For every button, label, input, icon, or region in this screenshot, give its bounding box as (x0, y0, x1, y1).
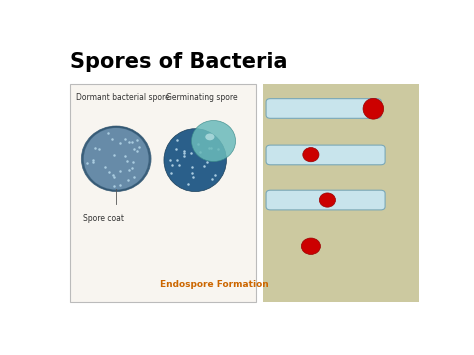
FancyBboxPatch shape (70, 84, 256, 302)
Ellipse shape (319, 193, 336, 207)
Ellipse shape (82, 126, 151, 192)
Ellipse shape (205, 133, 214, 140)
Text: Dormant bacterial spore: Dormant bacterial spore (76, 93, 170, 102)
Text: Endospore Formation: Endospore Formation (160, 280, 269, 289)
Ellipse shape (363, 98, 383, 119)
Text: Spores of Bacteria: Spores of Bacteria (70, 52, 288, 72)
Ellipse shape (191, 120, 236, 162)
FancyBboxPatch shape (266, 145, 385, 165)
FancyBboxPatch shape (266, 99, 382, 118)
Ellipse shape (303, 148, 319, 162)
FancyBboxPatch shape (263, 84, 419, 302)
Text: Germinating spore: Germinating spore (166, 93, 237, 102)
FancyBboxPatch shape (266, 190, 385, 210)
Text: Spore coat: Spore coat (83, 214, 124, 223)
Ellipse shape (164, 129, 227, 192)
Ellipse shape (301, 238, 320, 255)
